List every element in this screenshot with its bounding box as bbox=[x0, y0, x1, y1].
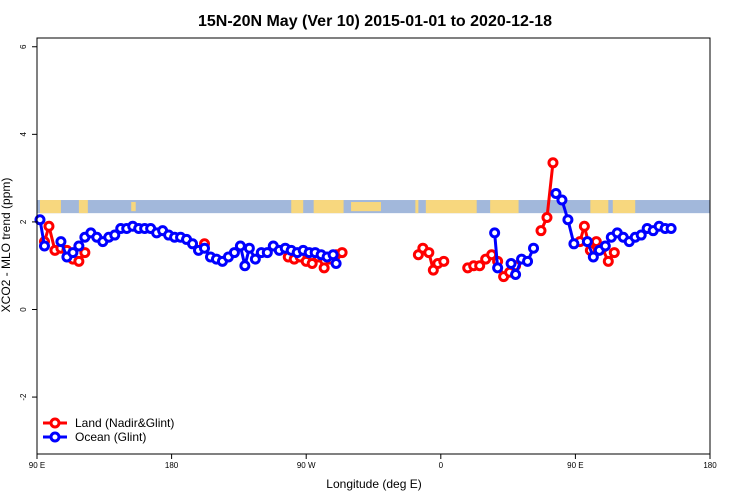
map-land bbox=[425, 200, 477, 214]
data-point bbox=[249, 253, 261, 265]
x-tick-label: 180 bbox=[703, 461, 717, 470]
data-point bbox=[423, 247, 435, 259]
data-point bbox=[492, 262, 504, 274]
data-point bbox=[199, 242, 211, 254]
data-point bbox=[599, 240, 611, 252]
x-axis-label: Longitude (deg E) bbox=[326, 477, 421, 491]
data-point bbox=[547, 157, 559, 169]
data-point bbox=[535, 225, 547, 237]
chart-title: 15N-20N May (Ver 10) 2015-01-01 to 2020-… bbox=[198, 13, 552, 30]
data-point bbox=[109, 229, 121, 241]
data-point bbox=[581, 236, 593, 248]
data-point bbox=[34, 214, 46, 226]
data-point bbox=[38, 240, 50, 252]
map-land bbox=[131, 202, 136, 212]
data-point bbox=[73, 240, 85, 252]
plot-frame bbox=[36, 37, 711, 455]
data-point bbox=[550, 187, 562, 199]
map-land bbox=[313, 200, 344, 214]
data-point bbox=[489, 227, 501, 239]
map-land bbox=[490, 200, 519, 214]
legend-marker bbox=[49, 417, 61, 429]
data-point bbox=[228, 247, 240, 259]
data-point bbox=[67, 247, 79, 259]
data-point bbox=[608, 247, 620, 259]
series-layer bbox=[34, 157, 677, 283]
map-land bbox=[39, 200, 61, 214]
data-point bbox=[187, 238, 199, 250]
legend-marker bbox=[49, 431, 61, 443]
data-point bbox=[336, 247, 348, 259]
y-tick-label: -2 bbox=[19, 393, 28, 401]
map-land bbox=[291, 200, 304, 214]
y-tick-label: 6 bbox=[19, 44, 28, 49]
map-land bbox=[590, 200, 609, 214]
x-tick-label: 90 W bbox=[297, 461, 316, 470]
data-point bbox=[330, 258, 342, 270]
data-point bbox=[587, 251, 599, 263]
x-tick-label: 90 E bbox=[29, 461, 45, 470]
data-point bbox=[541, 212, 553, 224]
map-strip bbox=[37, 200, 710, 214]
x-axis: 90 E 180 90 W 0 90 E 180 bbox=[29, 454, 717, 470]
y-axis-label: XCO2 - MLO trend (ppm) bbox=[0, 178, 13, 313]
data-point bbox=[578, 220, 590, 232]
data-point bbox=[522, 255, 534, 267]
data-point bbox=[318, 262, 330, 274]
data-point bbox=[568, 238, 580, 250]
data-point bbox=[635, 229, 647, 241]
series-line bbox=[493, 232, 500, 269]
map-land bbox=[415, 200, 419, 214]
x-tick-label: 180 bbox=[165, 461, 179, 470]
y-axis: -2 0 2 4 6 bbox=[19, 44, 37, 401]
map-land bbox=[78, 200, 88, 214]
legend-label: Land (Nadir&Glint) bbox=[75, 416, 174, 430]
data-point bbox=[327, 249, 339, 261]
data-point bbox=[665, 222, 677, 234]
data-point bbox=[55, 236, 67, 248]
map-land bbox=[351, 202, 381, 212]
data-point bbox=[438, 255, 450, 267]
map-land bbox=[612, 200, 636, 214]
y-tick-label: 4 bbox=[19, 132, 28, 137]
data-point bbox=[239, 260, 251, 272]
data-point bbox=[306, 258, 318, 270]
data-point bbox=[79, 247, 91, 259]
data-point bbox=[261, 247, 273, 259]
data-point bbox=[505, 258, 517, 270]
data-point bbox=[474, 260, 486, 272]
y-tick-label: 2 bbox=[19, 219, 28, 224]
data-point bbox=[243, 242, 255, 254]
data-point bbox=[528, 242, 540, 254]
legend: Land (Nadir&Glint)Ocean (Glint) bbox=[43, 416, 174, 444]
data-point bbox=[73, 255, 85, 267]
y-tick-label: 0 bbox=[19, 307, 28, 312]
data-point bbox=[234, 240, 246, 252]
x-tick-label: 0 bbox=[439, 461, 444, 470]
x-tick-label: 90 E bbox=[567, 461, 583, 470]
data-point bbox=[556, 194, 568, 206]
data-point bbox=[562, 214, 574, 226]
data-point bbox=[602, 255, 614, 267]
data-point bbox=[510, 268, 522, 280]
data-point bbox=[43, 220, 55, 232]
legend-label: Ocean (Glint) bbox=[75, 430, 146, 444]
